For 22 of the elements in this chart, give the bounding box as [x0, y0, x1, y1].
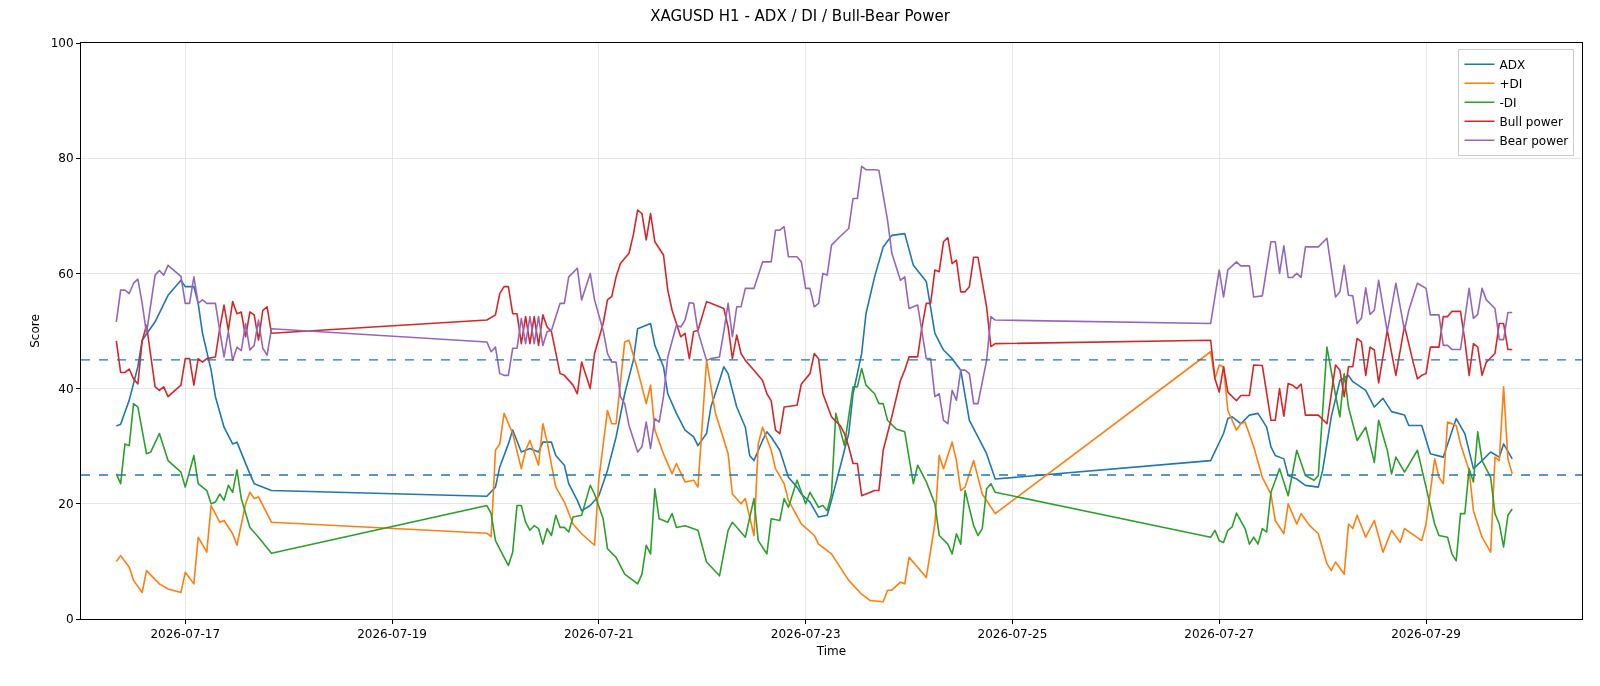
x-tick-label: 2026-07-27: [1184, 627, 1255, 642]
y-tick-label: 20: [58, 497, 74, 511]
y-axis-title: Score: [27, 314, 42, 348]
chart-title: XAGUSD H1 - ADX / DI / Bull-Bear Power: [650, 6, 951, 25]
legend-label: ADX: [1499, 57, 1526, 72]
x-axis-title: Time: [815, 644, 847, 659]
x-tick-label: 2026-07-29: [1391, 627, 1461, 642]
y-tick-label: 60: [58, 266, 74, 281]
line-series: [115, 165, 1514, 453]
y-tick-label: 80: [58, 151, 74, 166]
x-tick-label: 2026-07-25: [977, 627, 1048, 642]
y-tick-label: 0: [65, 612, 74, 627]
legend-label: -DI: [1499, 95, 1517, 110]
x-tick-label: 2026-07-23: [770, 627, 841, 642]
x-tick-label: 2026-07-21: [563, 627, 634, 642]
x-tick-label: 2026-07-17: [150, 627, 221, 642]
legend-label: Bull power: [1499, 114, 1563, 129]
legend-label: +DI: [1499, 76, 1523, 91]
y-tick-label: 40: [58, 381, 74, 396]
y-tick-label: 100: [50, 36, 74, 51]
x-tick-label: 2026-07-19: [357, 627, 427, 642]
legend-label: Bear power: [1499, 133, 1569, 148]
